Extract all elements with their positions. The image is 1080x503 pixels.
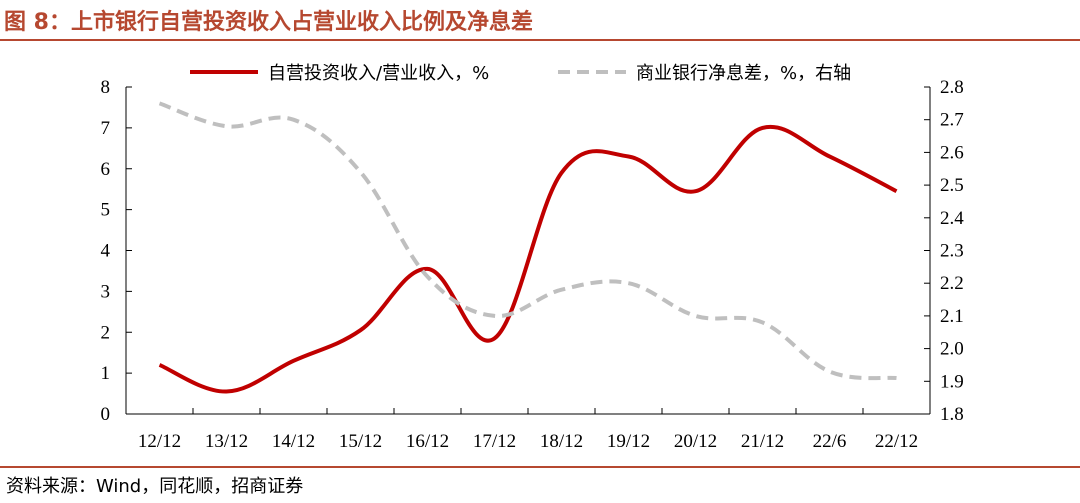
right-tick-label: 2.0 [940,339,964,360]
left-tick-label: 2 [101,322,111,343]
x-tick-label: 14/12 [272,431,315,452]
figure-title: 图 8：上市银行自营投资收入占营业收入比例及净息差 [4,10,533,35]
x-tick-label: 16/12 [406,431,449,452]
right-tick-label: 1.8 [940,404,964,425]
left-tick-label: 6 [101,159,111,180]
left-tick-label: 7 [101,118,111,139]
left-tick-label: 8 [101,77,111,98]
source-note: 资料来源：Wind，同花顺，招商证券 [6,476,304,497]
x-tick-label: 22/12 [875,431,918,452]
right-tick-label: 1.9 [940,371,964,392]
x-tick-label: 15/12 [339,431,382,452]
right-tick-label: 2.4 [940,208,964,229]
legend-label: 商业银行净息差，%，右轴 [636,63,851,84]
right-tick-label: 2.3 [940,241,964,262]
x-tick-label: 17/12 [473,431,516,452]
chart-legend: 自营投资收入/营业收入，% 商业银行净息差，%，右轴 [190,63,851,84]
right-tick-label: 2.7 [940,110,964,131]
left-tick-label: 1 [101,363,111,384]
x-tick-label: 22/6 [813,431,847,452]
x-tick-label: 18/12 [540,431,583,452]
right-tick-label: 2.8 [940,77,964,98]
left-tick-label: 5 [101,200,111,221]
x-tick-label: 13/12 [205,431,248,452]
x-tick-label: 19/12 [607,431,650,452]
series-line-net-interest-margin [158,101,897,381]
legend-label: 自营投资收入/营业收入，% [268,63,489,84]
chart-axes: 0 1 2 3 4 5 6 7 8 1.8 1.9 2.0 2.1 2.2 2.3 2.4 2.5 2.6 2.7 2… [101,77,965,452]
chart-series [158,101,898,394]
x-tick-label: 21/12 [741,431,784,452]
left-tick-label: 0 [101,404,111,425]
x-tick-label: 20/12 [674,431,717,452]
left-tick-label: 4 [101,241,111,262]
right-tick-label: 2.1 [940,306,964,327]
right-tick-label: 2.6 [940,142,964,163]
x-tick-label: 12/12 [138,431,181,452]
left-tick-label: 3 [101,281,111,302]
right-tick-label: 2.2 [940,273,964,294]
right-tick-label: 2.5 [940,175,964,196]
series-line-proprietary-income-ratio [158,124,898,394]
